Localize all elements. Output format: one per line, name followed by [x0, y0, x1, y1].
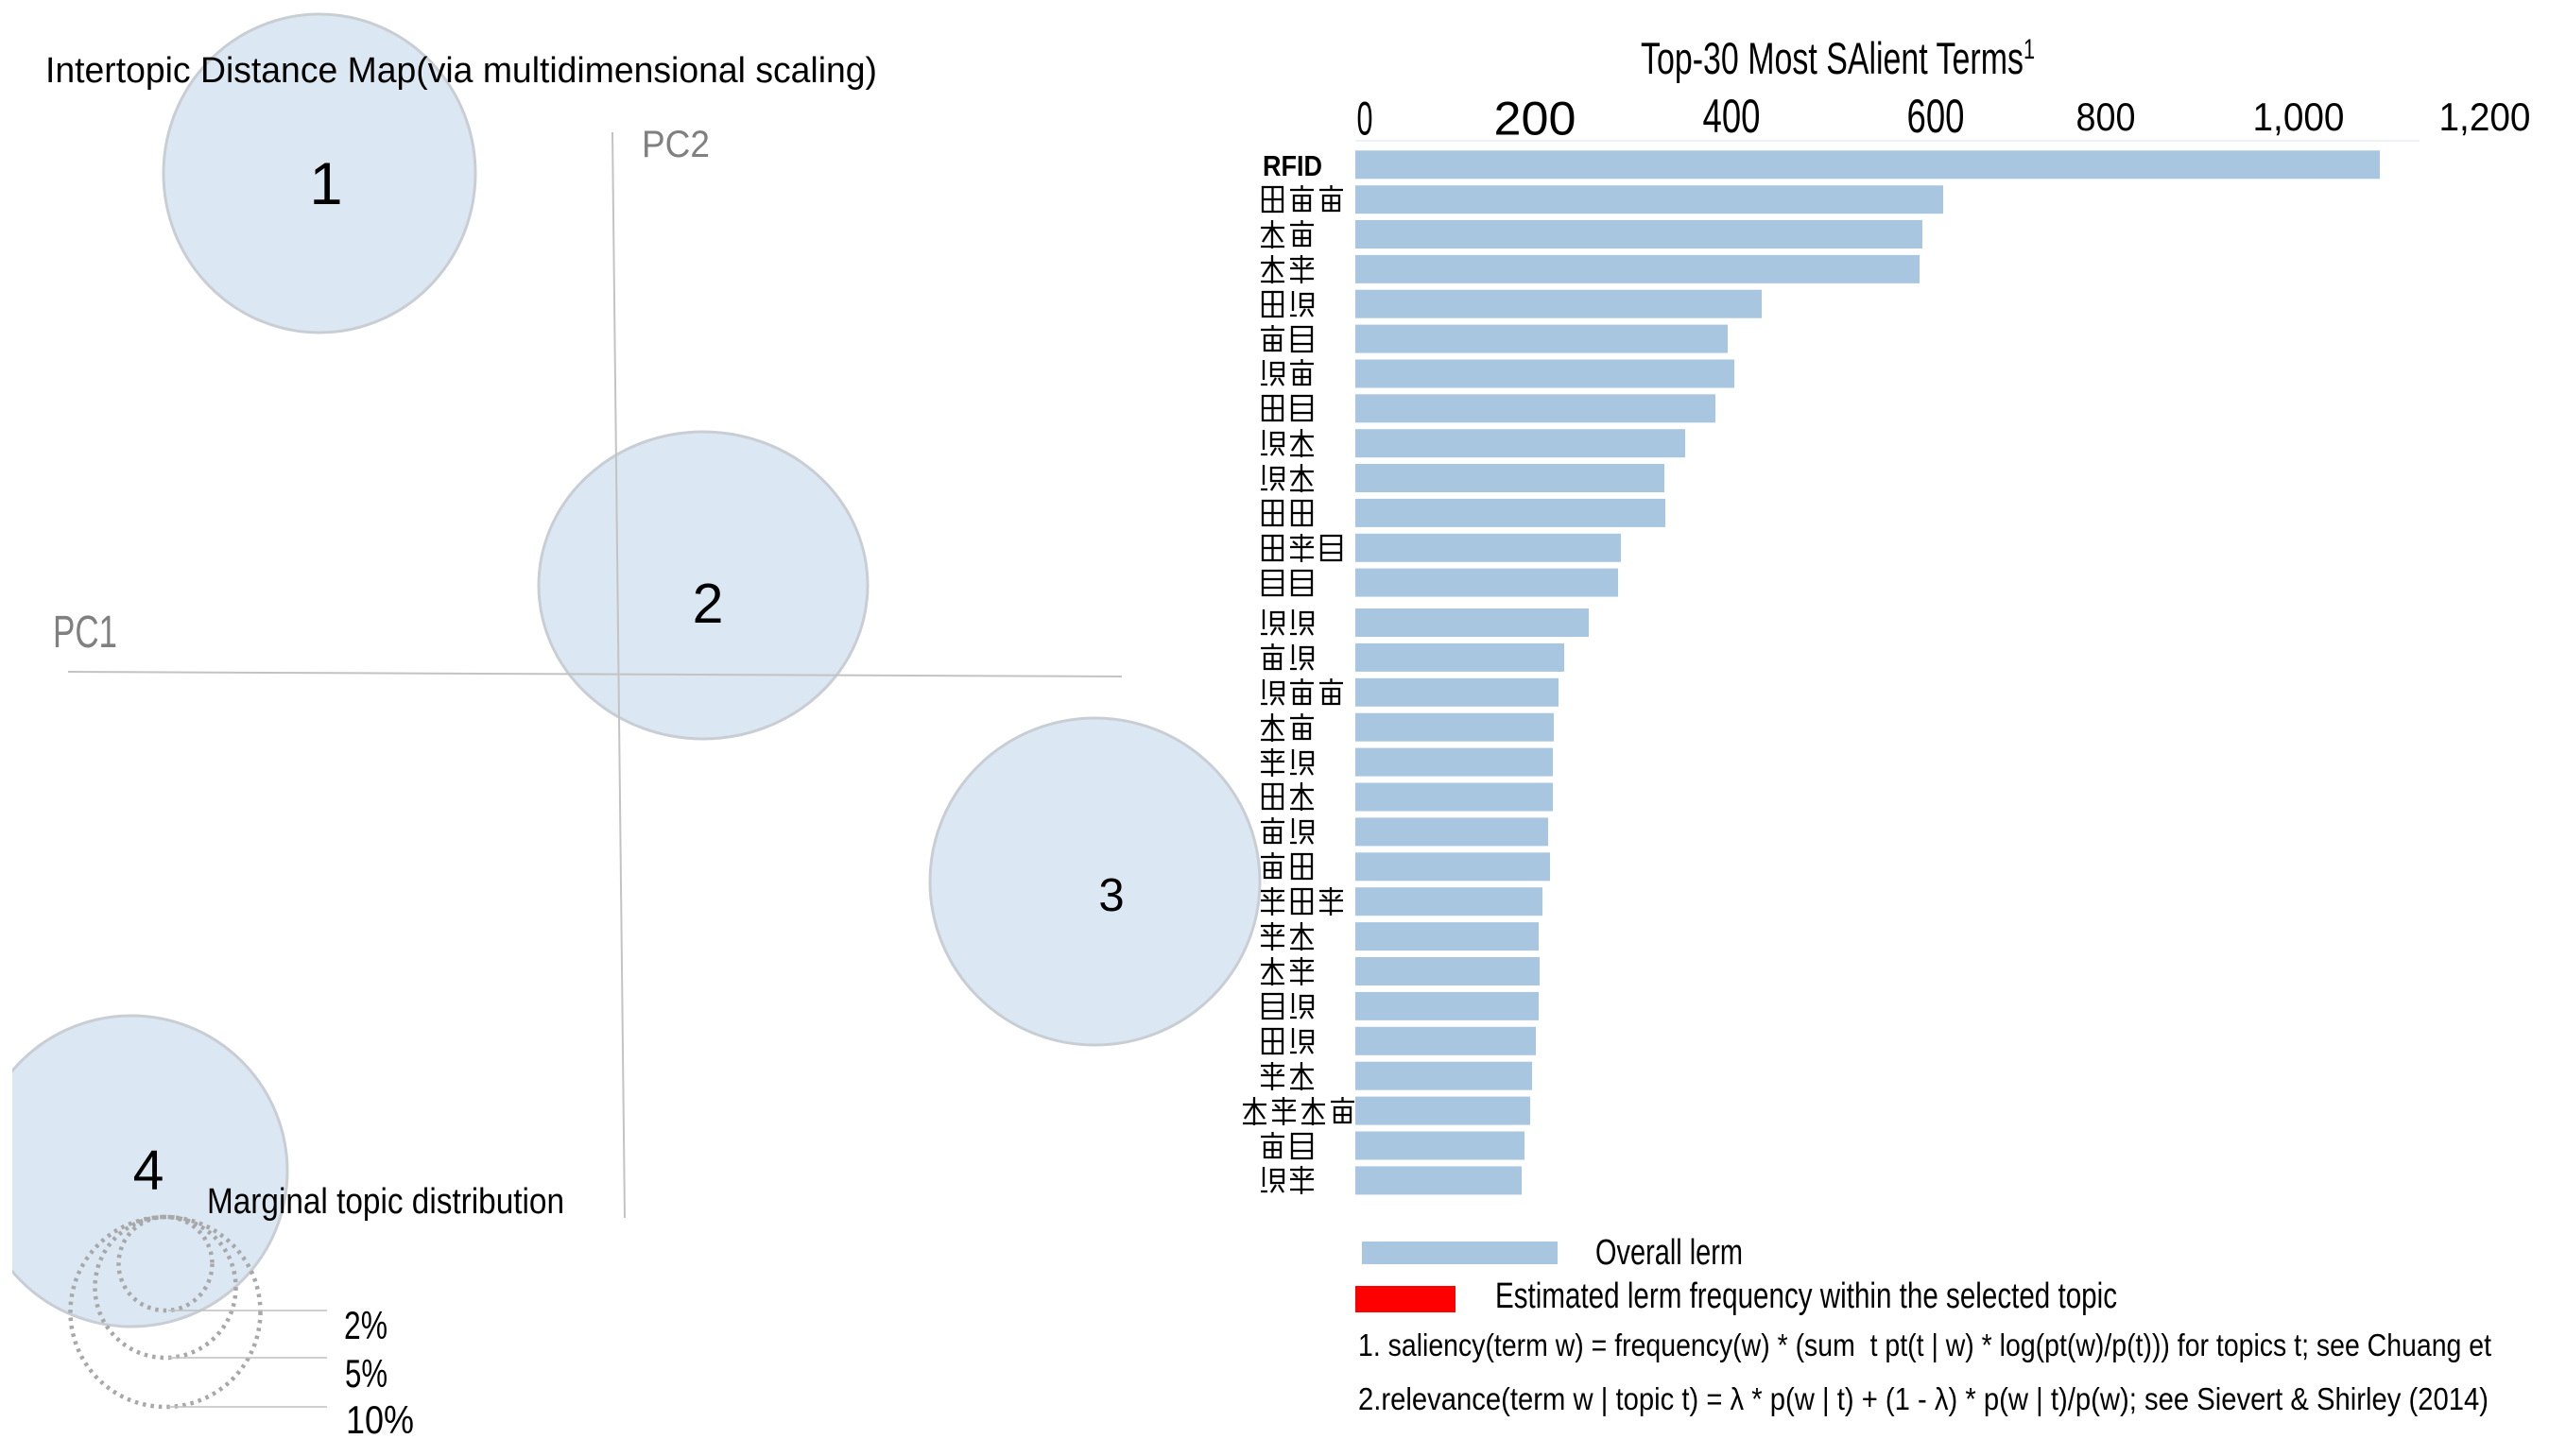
svg-text:1,000: 1,000	[2253, 94, 2345, 139]
svg-text:2.relevance(term w | topic t): 2.relevance(term w | topic t) = λ * p(w …	[1358, 1381, 2489, 1416]
svg-text:0: 0	[1357, 93, 1373, 146]
svg-text:Overall lerm: Overall lerm	[1595, 1233, 1743, 1273]
svg-text:Top-30 Most SAlient Terms1: Top-30 Most SAlient Terms1	[1641, 33, 2035, 83]
svg-text:PC2: PC2	[642, 124, 710, 165]
svg-text:800: 800	[2076, 94, 2136, 139]
svg-text:2%: 2%	[344, 1303, 388, 1347]
svg-text:2: 2	[693, 573, 724, 635]
svg-text:600: 600	[1907, 90, 1965, 143]
svg-text:Intertopic Distance Map(via mu: Intertopic Distance Map(via multidimensi…	[45, 51, 877, 91]
svg-text:200: 200	[1494, 93, 1576, 146]
svg-text:Marginal topic distribution: Marginal topic distribution	[207, 1182, 564, 1222]
svg-text:3: 3	[1098, 870, 1124, 921]
svg-text:10%: 10%	[346, 1397, 414, 1442]
svg-text:400: 400	[1703, 90, 1761, 143]
svg-text:4: 4	[133, 1139, 164, 1202]
svg-text:PC1: PC1	[53, 608, 117, 658]
svg-text:1. saliency(term w) = frequenc: 1. saliency(term w) = frequency(w) * (su…	[1358, 1328, 2491, 1362]
svg-text:Estimated lerm frequency withi: Estimated lerm frequency within the sele…	[1495, 1276, 2117, 1316]
svg-text:1,200: 1,200	[2439, 94, 2531, 139]
svg-text:5%: 5%	[345, 1351, 388, 1396]
svg-text:1: 1	[309, 151, 342, 217]
svg-text:RFID: RFID	[1263, 149, 1322, 182]
